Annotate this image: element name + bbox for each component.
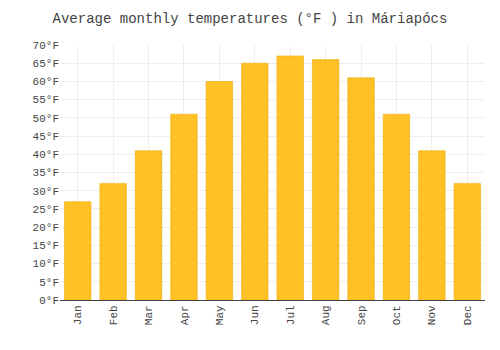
svg-text:25°F: 25°F <box>33 204 59 216</box>
svg-text:40°F: 40°F <box>33 149 59 161</box>
svg-text:Dec: Dec <box>462 305 474 325</box>
svg-text:20°F: 20°F <box>33 222 59 234</box>
svg-text:May: May <box>214 305 226 325</box>
svg-text:0°F: 0°F <box>39 295 59 307</box>
svg-text:65°F: 65°F <box>33 58 59 70</box>
svg-text:Mar: Mar <box>143 305 155 325</box>
svg-text:Jul: Jul <box>285 305 297 325</box>
svg-text:Oct: Oct <box>391 305 403 325</box>
svg-text:30°F: 30°F <box>33 186 59 198</box>
svg-text:Feb: Feb <box>108 305 120 325</box>
svg-text:70°F: 70°F <box>33 40 59 52</box>
svg-text:10°F: 10°F <box>33 258 59 270</box>
svg-text:Sep: Sep <box>356 305 368 325</box>
svg-text:Nov: Nov <box>426 305 438 325</box>
svg-text:35°F: 35°F <box>33 167 59 179</box>
svg-text:60°F: 60°F <box>33 76 59 88</box>
svg-text:Jan: Jan <box>72 305 84 325</box>
svg-text:Jun: Jun <box>249 305 261 325</box>
svg-text:50°F: 50°F <box>33 113 59 125</box>
svg-text:5°F: 5°F <box>39 277 59 289</box>
svg-text:55°F: 55°F <box>33 94 59 106</box>
svg-text:15°F: 15°F <box>33 240 59 252</box>
svg-text:45°F: 45°F <box>33 131 59 143</box>
svg-text:Aug: Aug <box>320 305 332 325</box>
svg-text:Average monthly temperatures (: Average monthly temperatures (°F ) in Má… <box>53 11 448 27</box>
svg-text:Apr: Apr <box>179 305 191 325</box>
